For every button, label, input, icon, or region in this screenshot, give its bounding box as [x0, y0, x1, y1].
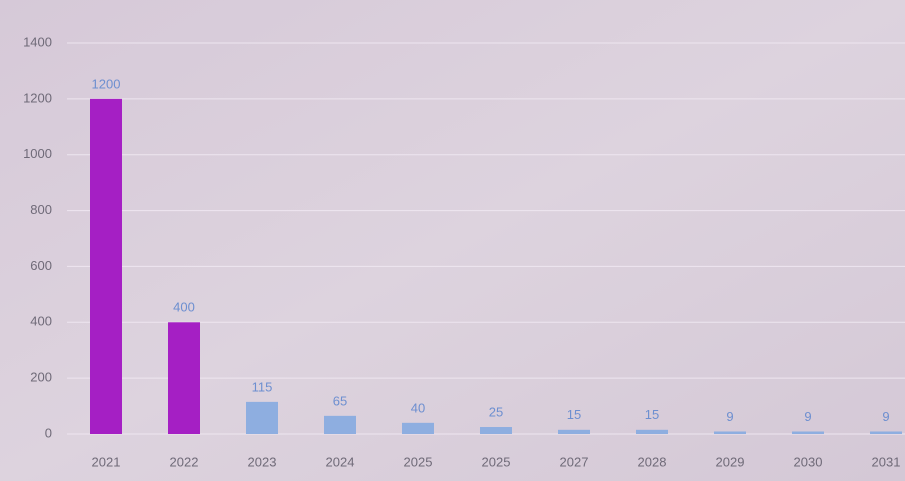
value-label: 9 [726, 409, 733, 424]
y-tick-label: 600 [30, 258, 52, 273]
bar [402, 422, 434, 434]
y-tick-label: 1400 [23, 34, 52, 49]
value-label: 9 [804, 409, 811, 424]
bar [792, 431, 824, 434]
x-tick-label: 2022 [170, 454, 199, 469]
x-tick-label: 2025 [404, 454, 433, 469]
bar [246, 401, 278, 434]
x-tick-label: 2030 [794, 454, 823, 469]
x-tick-label: 2027 [560, 454, 589, 469]
value-label: 25 [489, 404, 503, 419]
value-label: 65 [333, 393, 347, 408]
bar [480, 427, 512, 434]
y-tick-label: 800 [30, 202, 52, 217]
bar [714, 431, 746, 434]
bar [636, 429, 668, 434]
value-label: 40 [411, 400, 425, 415]
y-tick-label: 1000 [23, 146, 52, 161]
y-tick-label: 400 [30, 314, 52, 329]
x-tick-label: 2025 [482, 454, 511, 469]
x-tick-label: 2023 [248, 454, 277, 469]
bar [870, 431, 902, 434]
bar [324, 415, 356, 434]
bar [558, 429, 590, 434]
y-tick-label: 200 [30, 370, 52, 385]
bar [90, 98, 122, 434]
value-label: 9 [882, 409, 889, 424]
bar [168, 322, 200, 434]
y-tick-label: 1200 [23, 90, 52, 105]
x-tick-label: 2028 [638, 454, 667, 469]
x-tick-label: 2021 [92, 454, 121, 469]
y-tick-label: 0 [45, 425, 52, 440]
value-label: 115 [252, 379, 273, 394]
x-tick-label: 2024 [326, 454, 355, 469]
x-tick-label: 2029 [716, 454, 745, 469]
value-label: 15 [567, 407, 581, 422]
value-label: 1200 [92, 76, 121, 91]
value-label: 15 [645, 407, 659, 422]
value-label: 400 [173, 300, 195, 315]
x-tick-label: 2031 [872, 454, 901, 469]
